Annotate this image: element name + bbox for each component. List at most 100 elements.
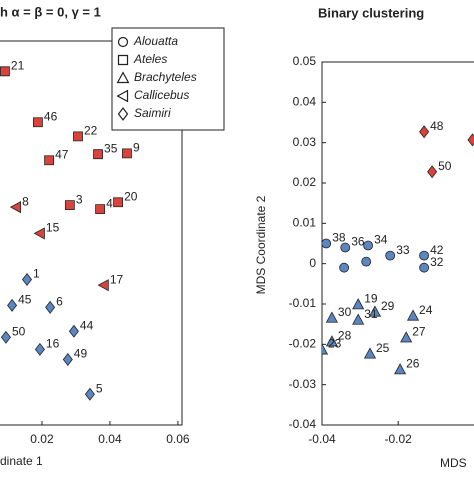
- y-tick-label: 0.05: [293, 54, 317, 68]
- y-tick-label: 0.04: [293, 95, 317, 109]
- point-label: 25: [376, 341, 390, 355]
- y-tick-label: 0.03: [293, 135, 317, 149]
- point-label: 50: [12, 324, 26, 338]
- y-tick-label: -0.02: [289, 337, 317, 351]
- plot-frame: [0, 40, 183, 426]
- point: [427, 165, 438, 179]
- legend-marker: [116, 89, 129, 103]
- point-label: 46: [44, 109, 58, 123]
- x-tick-label: 0.04: [98, 432, 122, 446]
- point: [419, 262, 429, 273]
- point: [352, 313, 365, 325]
- point-label: 35: [104, 141, 118, 155]
- point-label: 22: [84, 124, 98, 138]
- legend-label: Brachyteles: [134, 70, 197, 84]
- legend-marker: [116, 71, 130, 84]
- legend-marker: [117, 107, 129, 121]
- x-axis-label: MDS: [440, 456, 467, 470]
- point: [93, 149, 103, 160]
- point: [385, 250, 396, 261]
- point: [339, 262, 349, 273]
- legend-marker: [117, 54, 129, 66]
- point: [363, 240, 373, 251]
- y-tick-label: -0.03: [289, 377, 317, 391]
- point: [322, 238, 332, 249]
- point: [325, 311, 338, 323]
- point: [97, 279, 109, 292]
- point: [363, 347, 377, 359]
- point: [0, 66, 10, 77]
- point-label: 24: [419, 303, 433, 317]
- point: [34, 342, 45, 356]
- point-label: 45: [18, 293, 32, 307]
- point-label: 48: [430, 119, 444, 133]
- legend-label: Alouatta: [133, 34, 178, 48]
- y-tick-label: -0.04: [289, 417, 317, 431]
- point: [22, 272, 33, 286]
- y-tick-label: 0: [309, 256, 316, 270]
- point-label: 47: [55, 147, 69, 161]
- point-label: 30: [338, 305, 352, 319]
- point-label: 8: [22, 194, 29, 208]
- point: [95, 204, 105, 215]
- point: [45, 300, 56, 314]
- point-label: 31: [364, 307, 378, 321]
- legend-marker: [117, 36, 129, 48]
- point: [400, 331, 413, 343]
- point-label: 42: [430, 243, 444, 257]
- points: 21 46 22 47 35 9 3 4 20 8 15 17 145 6 50 44 16 49 5: [0, 58, 140, 401]
- x-tick-label: 0.06: [166, 432, 190, 446]
- point-label: 27: [412, 325, 426, 339]
- point-label: 34: [374, 233, 388, 247]
- point-label: 19: [364, 292, 378, 306]
- point: [325, 335, 338, 347]
- point-label: 36: [351, 235, 365, 249]
- legend-label: Ateles: [133, 52, 167, 66]
- x-tick-label: -0.04: [308, 432, 336, 446]
- chart-title: Binary clustering: [318, 5, 424, 20]
- point: [33, 227, 45, 240]
- point: [62, 353, 73, 367]
- point-label: 23: [328, 337, 342, 351]
- point-label: 4: [106, 196, 113, 210]
- chart-title: h α = β = 0, γ = 1: [0, 4, 101, 19]
- point-label: 38: [332, 231, 346, 245]
- point-label: 32: [430, 255, 444, 269]
- x-tick-label: -0.02: [385, 432, 413, 446]
- point: [352, 298, 365, 310]
- point-label: 29: [381, 299, 395, 313]
- point-label: 20: [124, 189, 138, 203]
- point: [368, 305, 382, 317]
- legend-label: Callicebus: [134, 88, 189, 102]
- point-label: 50: [438, 159, 452, 173]
- point: [9, 201, 22, 214]
- point-label: 16: [46, 337, 60, 351]
- y-tick-label: -0.01: [289, 296, 317, 310]
- point: [419, 250, 429, 261]
- point-label: 44: [80, 318, 94, 332]
- point: [44, 155, 55, 166]
- point: [122, 148, 132, 159]
- point-label: 5: [96, 381, 103, 395]
- point: [467, 133, 474, 147]
- legend-label: Saimiri: [134, 106, 171, 120]
- point: [113, 197, 124, 208]
- point: [340, 242, 351, 253]
- point: [419, 125, 430, 139]
- point-label: 1: [33, 267, 40, 281]
- point-label: 26: [406, 357, 420, 371]
- point: [394, 363, 407, 375]
- point-label: 6: [56, 295, 63, 309]
- point-label: 17: [110, 272, 124, 286]
- point-label: 21: [11, 58, 25, 72]
- point: [84, 387, 95, 401]
- y-tick-label: 0.01: [293, 216, 317, 230]
- point-label: 15: [46, 221, 60, 235]
- point: [73, 131, 83, 142]
- point: [64, 200, 75, 211]
- legend-box: [111, 27, 225, 131]
- point: [68, 324, 79, 338]
